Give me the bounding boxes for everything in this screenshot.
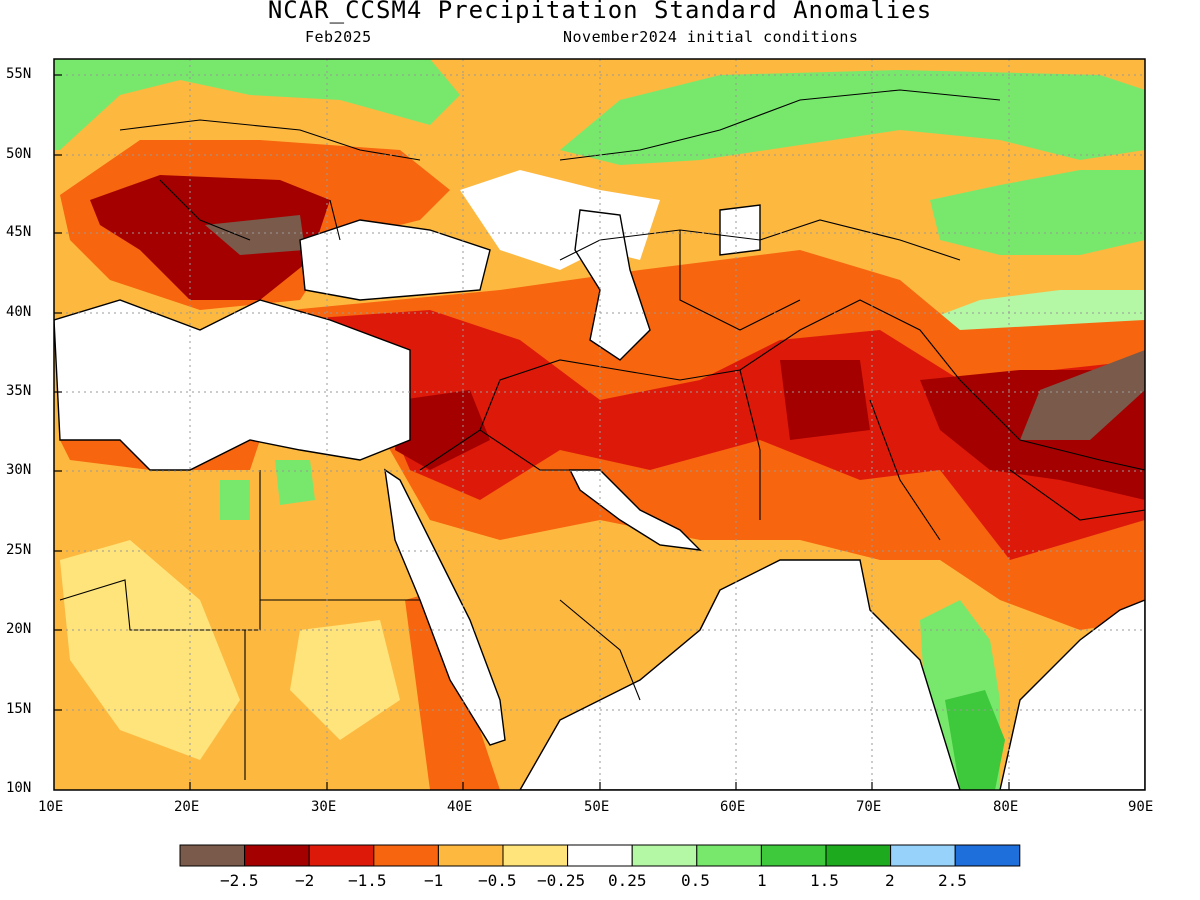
colorbar-label: −1.5 (348, 871, 387, 890)
anomaly-field (54, 59, 1145, 790)
wet-anomaly-egypt (220, 460, 315, 520)
wet-anomaly-northeast (930, 170, 1145, 255)
colorbar-swatch (244, 844, 310, 867)
colorbar-label: 0.5 (681, 871, 710, 890)
aral-sea (719, 204, 761, 256)
colorbar-swatch (825, 844, 892, 867)
light-dry-africa (60, 540, 400, 760)
lat-label-10n: 10N (6, 780, 32, 796)
mediterranean-sea (54, 299, 411, 471)
arabian-sea (519, 559, 961, 790)
colorbar-swatch (373, 844, 439, 867)
colorbar-label: −2 (295, 871, 315, 890)
lon-label-80e: 80E (993, 799, 1019, 815)
colorbar-label: −1 (424, 871, 444, 890)
lat-label-30n: 30N (6, 462, 32, 478)
lon-label-10e: 10E (38, 799, 64, 815)
colorbar-label: 0.25 (608, 871, 647, 890)
gridlines (54, 59, 1145, 790)
colorbar-label: −0.25 (537, 871, 586, 890)
lat-label-20n: 20N (6, 621, 32, 637)
colorbar-label: −0.5 (478, 871, 517, 890)
colorbar-label: 2.5 (938, 871, 967, 890)
lon-label-40e: 40E (447, 799, 473, 815)
water-bodies (54, 204, 1145, 790)
colorbar-swatch (308, 844, 375, 867)
colorbar-swatch (437, 844, 504, 867)
dry-anomaly-europe-core (90, 175, 330, 300)
dry-anomaly-mideast-core (290, 310, 1145, 560)
lon-label-20e: 20E (174, 799, 200, 815)
axis-ticks (54, 74, 1010, 790)
map-title: NCAR_CCSM4 Precipitation Standard Anomal… (267, 0, 933, 24)
lat-label-35n: 35N (6, 383, 32, 399)
wet-anomaly-north (54, 59, 460, 150)
lon-label-30e: 30E (311, 799, 337, 815)
colorbar-label: −2.5 (220, 871, 259, 890)
colorbar-swatch (696, 844, 762, 867)
colorbar-swatch (954, 844, 1021, 867)
colorbar-swatch (760, 844, 827, 867)
lat-label-40n: 40N (6, 304, 32, 320)
persian-gulf (568, 469, 702, 551)
forecast-month: Feb2025 (305, 28, 372, 46)
country-borders (59, 89, 1145, 780)
lon-label-60e: 60E (720, 799, 746, 815)
colorbar-swatch (179, 844, 246, 867)
colorbar-swatch (631, 844, 698, 867)
wet-anomaly-india-core (945, 690, 1005, 790)
black-sea (299, 219, 491, 301)
lat-label-45n: 45N (6, 224, 32, 240)
colorbar-swatch (502, 844, 569, 867)
colorbar-swatch (890, 844, 956, 867)
lat-label-15n: 15N (6, 701, 32, 717)
lon-label-50e: 50E (584, 799, 610, 815)
lon-label-70e: 70E (856, 799, 882, 815)
initial-conditions: November2024 initial conditions (563, 28, 859, 46)
colorbar-label: 2 (885, 871, 895, 890)
lat-label-25n: 25N (6, 542, 32, 558)
colorbar-swatch (567, 844, 633, 867)
lat-label-55n: 55N (6, 66, 32, 82)
colorbar (179, 844, 1021, 867)
colorbar-label: 1 (757, 871, 767, 890)
extreme-anomaly-tibet (1020, 350, 1145, 440)
dry-anomaly-africa-red (60, 440, 500, 790)
lon-label-90e: 90E (1128, 799, 1154, 815)
caspian-sea (574, 209, 651, 361)
red-sea (384, 468, 506, 746)
extreme-anomaly-balkans (205, 215, 305, 255)
bay-of-bengal (999, 599, 1145, 790)
wet-anomaly-north-2 (560, 70, 1145, 165)
lat-label-50n: 50N (6, 146, 32, 162)
colorbar-label: 1.5 (810, 871, 839, 890)
dry-anomaly-himalaya (395, 360, 1145, 500)
